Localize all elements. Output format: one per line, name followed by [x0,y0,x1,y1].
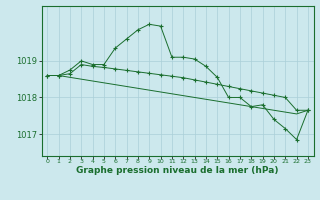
X-axis label: Graphe pression niveau de la mer (hPa): Graphe pression niveau de la mer (hPa) [76,166,279,175]
